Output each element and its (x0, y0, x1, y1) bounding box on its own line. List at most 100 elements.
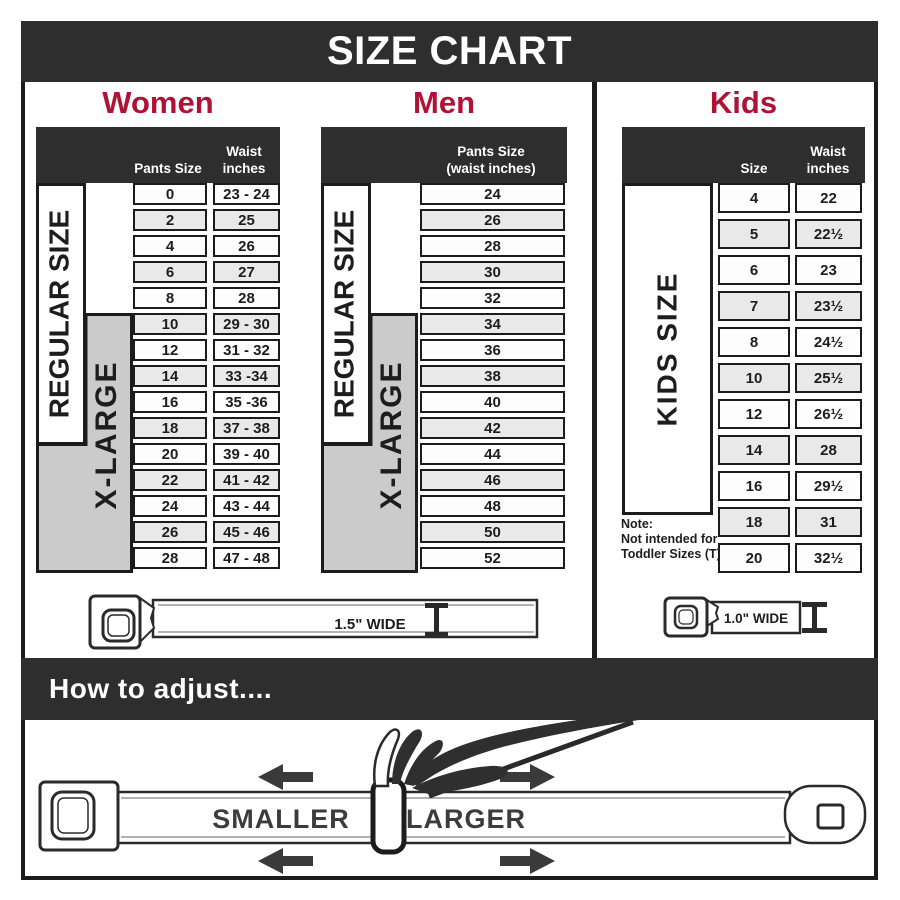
men-table-row: 38 (420, 365, 565, 387)
women-table-row: 0 23 - 24 (133, 183, 280, 205)
women-waist-cell: 47 - 48 (213, 547, 280, 569)
title-band: SIZE CHART (21, 21, 878, 82)
men-table-row: 50 (420, 521, 565, 543)
kids-table-row: 6 23 (718, 255, 862, 285)
women-pants-size-cell: 0 (133, 183, 207, 205)
belt-adjuster-slider (370, 777, 407, 855)
men-pants-size-cell: 24 (420, 183, 565, 205)
kids-waist-cell: 23 (795, 255, 862, 285)
women-table-row: 20 39 - 40 (133, 443, 280, 465)
women-table-row: 12 31 - 32 (133, 339, 280, 361)
men-pants-size-cell: 34 (420, 313, 565, 335)
kids-waist-cell: 32½ (795, 543, 862, 573)
women-waist-cell: 37 - 38 (213, 417, 280, 439)
men-pants-size-cell: 26 (420, 209, 565, 231)
women-waist-cell: 41 - 42 (213, 469, 280, 491)
women-table-row: 24 43 - 44 (133, 495, 280, 517)
kids-belt-strap (710, 600, 802, 635)
men-table-row: 48 (420, 495, 565, 517)
men-pants-size-cell: 30 (420, 261, 565, 283)
kids-table-row: 14 28 (718, 435, 862, 465)
page-title: SIZE CHART (327, 29, 572, 73)
width-measure-icon (425, 603, 448, 637)
kids-size-cell: 14 (718, 435, 790, 465)
kids-size-cell: 7 (718, 291, 790, 321)
women-pants-size-cell: 28 (133, 547, 207, 569)
kids-belt-illustration: 1.0" WIDE (663, 596, 827, 638)
kids-waist-cell: 28 (795, 435, 862, 465)
women-waist-cell: 27 (213, 261, 280, 283)
women-table-row: 2 25 (133, 209, 280, 231)
kids-section-heading: Kids (709, 85, 778, 120)
men-pants-size-header: Pants Size (waist inches) (446, 144, 536, 177)
belt-adjust-illustration: SMALLER LARGER (38, 720, 867, 874)
larger-label: LARGER (406, 804, 526, 834)
women-table-row: 16 35 -36 (133, 391, 280, 413)
men-size-category-labels: REGULAR SIZE X-LARGE (321, 183, 418, 573)
kids-table-row: 5 22½ (718, 219, 862, 249)
buckle-inner-square (673, 604, 699, 630)
kids-size-header: Size (740, 161, 768, 177)
kids-table-row: 12 26½ (718, 399, 862, 429)
women-table-row: 26 45 - 46 (133, 521, 280, 543)
women-waist-cell: 45 - 46 (213, 521, 280, 543)
women-pants-size-cell: 8 (133, 287, 207, 309)
width-measure-icon (802, 602, 827, 633)
women-table-row: 18 37 - 38 (133, 417, 280, 439)
men-table-row: 36 (420, 339, 565, 361)
kids-waist-cell: 22 (795, 183, 862, 213)
women-waist-cell: 39 - 40 (213, 443, 280, 465)
men-table-row: 34 (420, 313, 565, 335)
arrow-right-icon (500, 764, 555, 874)
men-table-row: 24 (420, 183, 565, 205)
men-pants-size-cell: 50 (420, 521, 565, 543)
women-pants-size-header: Pants Size (134, 161, 202, 177)
women-pants-size-cell: 26 (133, 521, 207, 543)
kids-note: Note: Not intended for Toddler Sizes (T) (621, 517, 721, 561)
men-table-row: 40 (420, 391, 565, 413)
kids-size-cell: 8 (718, 327, 790, 357)
buckle-inner-square (101, 608, 136, 643)
kids-size-cell: 12 (718, 399, 790, 429)
kids-belt-width-label: 1.0" WIDE (724, 611, 788, 626)
men-pants-size-cell: 46 (420, 469, 565, 491)
women-waist-cell: 23 - 24 (213, 183, 280, 205)
men-table-row: 26 (420, 209, 565, 231)
women-pants-size-cell: 16 (133, 391, 207, 413)
women-waist-cell: 31 - 32 (213, 339, 280, 361)
women-waist-cell: 43 - 44 (213, 495, 280, 517)
women-waist-cell: 29 - 30 (213, 313, 280, 335)
kids-size-cell: 6 (718, 255, 790, 285)
women-waist-header: Waist inches (222, 144, 266, 177)
women-size-category-labels: REGULAR SIZE X-LARGE (36, 183, 133, 573)
kids-size-cell: 18 (718, 507, 790, 537)
hand-illustration (373, 720, 639, 799)
buckle-inner-square (50, 790, 96, 841)
kids-waist-cell: 25½ (795, 363, 862, 393)
women-pants-size-cell: 2 (133, 209, 207, 231)
women-pants-size-cell: 22 (133, 469, 207, 491)
how-to-adjust-band: How to adjust.... (21, 658, 878, 720)
women-section-heading: Women (102, 85, 214, 120)
adult-belt-illustration: 1.5" WIDE (88, 594, 539, 650)
men-section-heading: Men (413, 85, 475, 120)
men-table-row: 28 (420, 235, 565, 257)
buckle-inner-line (57, 797, 89, 834)
kids-waist-header: Waist inches (806, 144, 850, 177)
kids-table-row: 7 23½ (718, 291, 862, 321)
kids-table-row: 16 29½ (718, 471, 862, 501)
women-table-row: 4 26 (133, 235, 280, 257)
women-table-row: 8 28 (133, 287, 280, 309)
kids-size-cell: 5 (718, 219, 790, 249)
buckle-inner-line (107, 614, 130, 637)
buckle-inner-line (678, 609, 694, 625)
women-table-header: Pants Size Waist inches (36, 127, 280, 183)
women-xlarge-label: X-LARGE (90, 361, 123, 510)
men-regular-box (321, 183, 371, 445)
women-pants-size-cell: 6 (133, 261, 207, 283)
women-waist-cell: 33 -34 (213, 365, 280, 387)
adult-belt-width-label: 1.5" WIDE (334, 616, 405, 633)
adult-belt-strap (151, 598, 539, 639)
women-regular-size-label: REGULAR SIZE (43, 210, 74, 418)
